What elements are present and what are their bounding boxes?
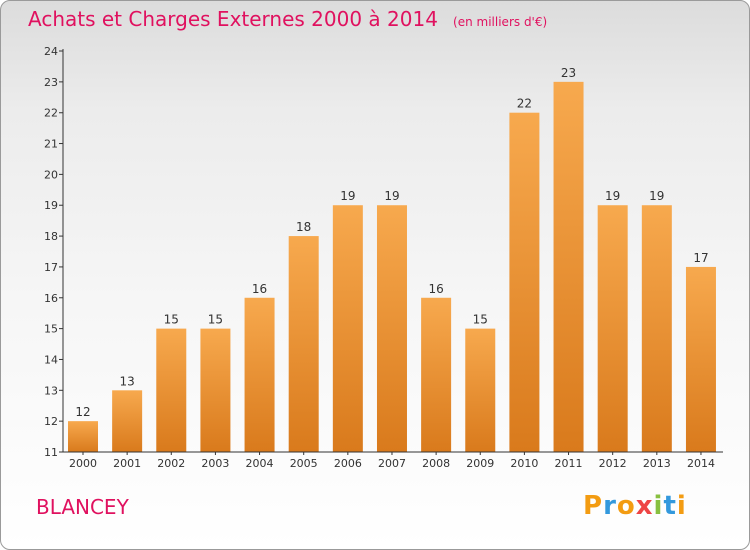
logo-letter: t xyxy=(663,491,677,521)
data-label-2012: 19 xyxy=(605,189,620,203)
y-tick-label: 15 xyxy=(44,323,58,336)
bar-2007 xyxy=(376,205,407,452)
bar-2011 xyxy=(553,81,584,452)
chart-title-unit: (en milliers d'€) xyxy=(453,15,548,29)
logo-letter: i xyxy=(676,491,687,521)
logo-letter: P xyxy=(583,491,604,521)
x-tick-label: 2004 xyxy=(246,457,274,470)
y-tick-label: 16 xyxy=(44,292,58,305)
x-tick-label: 2009 xyxy=(466,457,494,470)
bar-2008 xyxy=(421,297,452,452)
bar-2006 xyxy=(332,205,363,452)
data-label-2010: 22 xyxy=(517,97,532,111)
data-label-2014: 17 xyxy=(693,251,708,265)
data-label-2011: 23 xyxy=(561,66,576,80)
y-tick-label: 17 xyxy=(44,261,58,274)
x-tick-label: 2005 xyxy=(290,457,318,470)
y-tick-label: 14 xyxy=(44,353,58,366)
y-tick-label: 13 xyxy=(44,384,58,397)
chart-title: Achats et Charges Externes 2000 à 2014 (… xyxy=(28,7,547,31)
x-tick-label: 2014 xyxy=(687,457,715,470)
bar-2012 xyxy=(597,205,628,452)
y-tick-label: 20 xyxy=(44,168,58,181)
x-tick-label: 2008 xyxy=(422,457,450,470)
x-tick-label: 2010 xyxy=(510,457,538,470)
axis-layer: 2000 2001 2002 2003 2004 2005 2006 2007 2008 2009… xyxy=(44,45,723,470)
data-label-2000: 12 xyxy=(75,405,90,419)
bar-2001 xyxy=(112,390,143,452)
chart-title-main: Achats et Charges Externes 2000 à 2014 xyxy=(28,7,438,31)
x-tick-label: 2012 xyxy=(599,457,627,470)
bar-2002 xyxy=(156,328,187,452)
data-label-2013: 19 xyxy=(649,189,664,203)
bar-2009 xyxy=(465,328,496,452)
logo-letter: r xyxy=(603,491,617,521)
data-label-2007: 19 xyxy=(384,189,399,203)
y-tick-label: 24 xyxy=(44,45,58,58)
data-label-2008: 16 xyxy=(428,282,443,296)
bar-2003 xyxy=(200,328,231,452)
x-tick-label: 2011 xyxy=(555,457,583,470)
bar-2010 xyxy=(509,112,540,452)
data-label-2005: 18 xyxy=(296,220,311,234)
bar-2014 xyxy=(685,266,716,452)
y-tick-label: 19 xyxy=(44,199,58,212)
logo-letter: x xyxy=(635,491,654,521)
commune-name: BLANCEY xyxy=(36,495,129,519)
bar-2013 xyxy=(641,205,672,452)
data-label-2002: 15 xyxy=(164,313,179,327)
x-tick-label: 2002 xyxy=(157,457,185,470)
y-tick-label: 18 xyxy=(44,230,58,243)
x-tick-label: 2001 xyxy=(113,457,141,470)
bar-2005 xyxy=(288,236,319,452)
data-label-2009: 15 xyxy=(473,313,488,327)
data-label-2003: 15 xyxy=(208,313,223,327)
y-tick-label: 22 xyxy=(44,107,58,120)
x-tick-label: 2003 xyxy=(201,457,229,470)
x-tick-label: 2006 xyxy=(334,457,362,470)
logo-letter: i xyxy=(653,491,664,521)
y-tick-label: 11 xyxy=(44,446,58,459)
data-label-2004: 16 xyxy=(252,282,267,296)
x-tick-label: 2013 xyxy=(643,457,671,470)
bar-2004 xyxy=(244,297,275,452)
bars-layer: 12 13 15 15 16 18 19 19 16 15 22 23 19 19 17 xyxy=(68,66,716,452)
data-label-2001: 13 xyxy=(119,374,134,388)
bar-2000 xyxy=(68,421,98,452)
x-tick-label: 2007 xyxy=(378,457,406,470)
y-tick-label: 21 xyxy=(44,138,58,151)
proxiti-logo: Proxiti xyxy=(583,491,687,521)
logo-letter: o xyxy=(616,491,636,521)
y-tick-label: 12 xyxy=(44,415,58,428)
x-tick-label: 2000 xyxy=(69,457,97,470)
data-label-2006: 19 xyxy=(340,189,355,203)
y-tick-label: 23 xyxy=(44,76,58,89)
